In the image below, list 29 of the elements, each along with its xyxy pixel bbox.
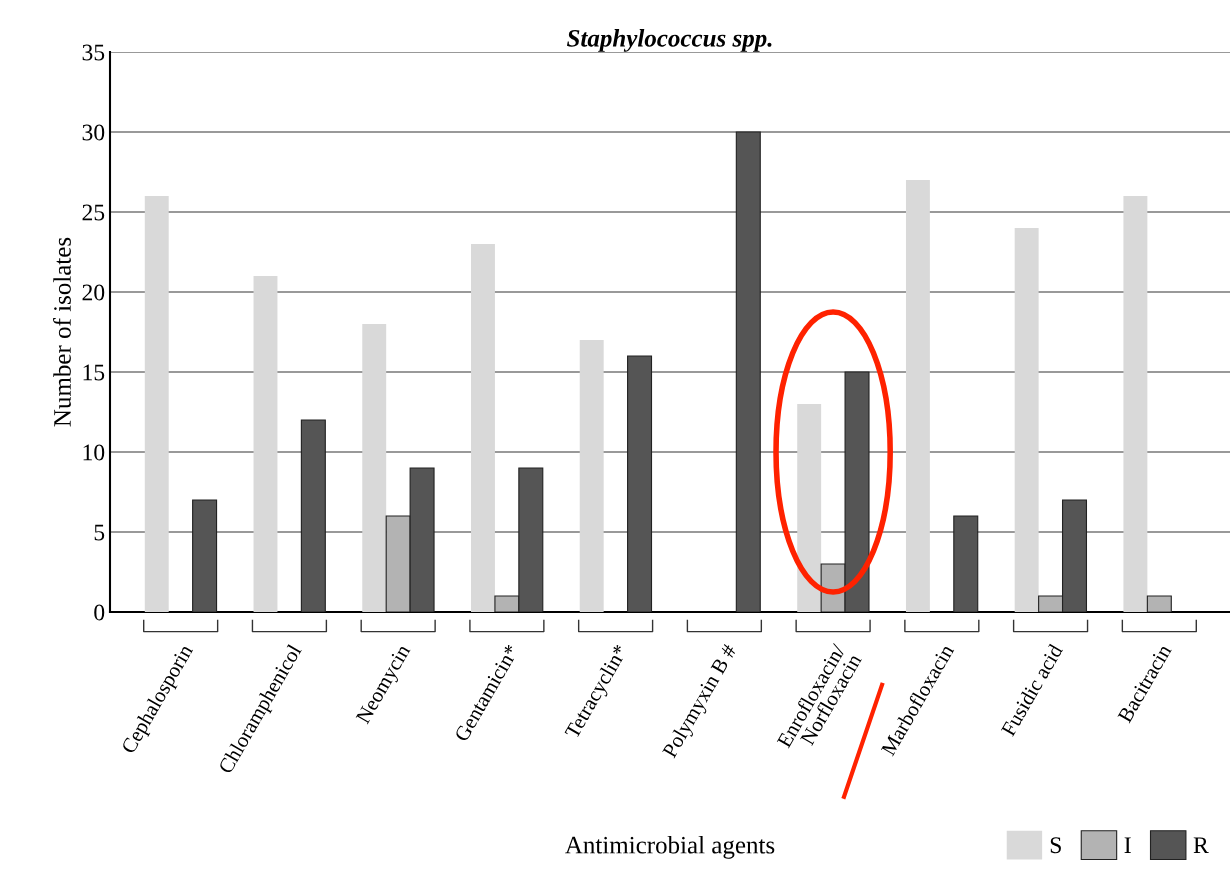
y-tick-label: 5 — [94, 524, 105, 541]
x-axis-title: Antimicrobial agents — [565, 836, 775, 859]
bar — [1014, 228, 1039, 612]
bar — [253, 276, 278, 612]
legend-label: S — [1050, 837, 1061, 854]
bar — [627, 355, 653, 612]
y-tick-label: 20 — [82, 284, 105, 301]
legend-label: R — [1193, 837, 1209, 853]
chart-title: Staphylococcus spp. — [566, 29, 772, 52]
bar — [300, 419, 326, 612]
y-tick-label: 0 — [94, 604, 105, 621]
bar — [362, 324, 387, 612]
y-axis-title: Number of isolates — [53, 237, 71, 427]
bar — [905, 180, 930, 612]
y-tick-label: 15 — [83, 364, 105, 381]
bar — [1146, 595, 1172, 612]
legend-label: I — [1124, 837, 1131, 853]
bar — [144, 196, 169, 612]
bar — [797, 404, 822, 612]
bar — [735, 131, 761, 612]
y-tick-label: 10 — [83, 444, 105, 461]
y-tick-label: 35 — [82, 44, 105, 61]
y-tick-label: 25 — [82, 204, 105, 221]
bar — [192, 499, 218, 612]
bar — [579, 340, 604, 612]
bar — [1123, 196, 1148, 612]
bar — [471, 244, 495, 612]
y-tick-label: 30 — [82, 124, 105, 141]
bar — [953, 515, 979, 612]
